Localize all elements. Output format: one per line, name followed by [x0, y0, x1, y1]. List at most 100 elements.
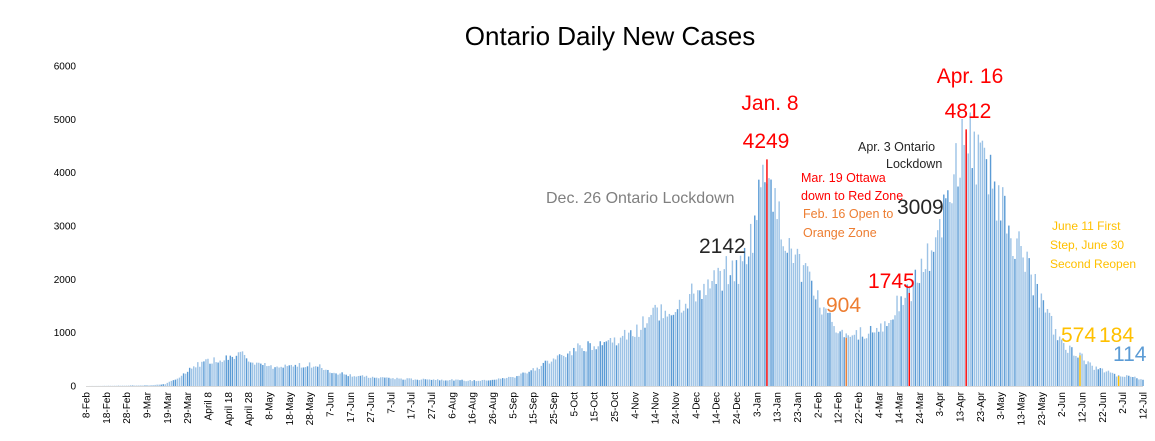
bar	[548, 363, 551, 386]
x-tick-label: 14-Dec	[712, 392, 723, 424]
bar	[890, 319, 892, 386]
x-tick-label: 16-Aug	[468, 392, 479, 424]
bar	[636, 324, 638, 386]
bar	[270, 365, 272, 386]
bar	[747, 256, 750, 386]
bar	[1012, 256, 1014, 386]
x-tick-label: April 28	[244, 392, 255, 426]
bar	[241, 351, 244, 386]
bar	[1138, 379, 1140, 386]
bar	[731, 260, 734, 386]
y-tick-label: 4000	[54, 168, 77, 179]
bar	[398, 378, 400, 386]
bar	[1095, 366, 1097, 386]
bar	[1124, 376, 1126, 386]
bar	[640, 329, 642, 386]
bar	[365, 375, 368, 386]
x-tick-label: 27-Jul	[427, 392, 438, 419]
bar	[1038, 307, 1041, 386]
bar	[1136, 378, 1138, 386]
x-axis: 8-Feb 18-Feb 28-Feb 9-Mar 19-Mar 29-Mar April …	[82, 391, 1150, 426]
bar	[508, 376, 510, 386]
bar	[148, 385, 150, 386]
bar	[784, 250, 786, 386]
bar	[859, 327, 862, 386]
bar	[410, 378, 412, 386]
bar	[1030, 274, 1032, 386]
bar	[898, 311, 900, 386]
x-tick-label: 8-Feb	[82, 392, 93, 419]
x-tick-label: 15-Sep	[529, 392, 540, 425]
bar	[764, 182, 766, 386]
bar	[201, 361, 203, 386]
bar	[386, 377, 388, 386]
bar	[936, 230, 939, 386]
bar	[380, 377, 382, 386]
bar	[1105, 371, 1108, 386]
bar	[504, 378, 506, 386]
bar	[424, 379, 427, 386]
bar	[601, 345, 604, 386]
bar	[560, 354, 563, 386]
bar	[684, 303, 687, 386]
bar	[798, 253, 801, 386]
x-tick-label: 9-Mar	[142, 391, 153, 418]
bar	[168, 381, 171, 386]
bar	[434, 380, 437, 386]
bar	[786, 252, 788, 386]
x-tick-label: 3-Jan	[752, 392, 763, 417]
annotation-904-value: 904	[826, 294, 861, 317]
bar	[1083, 360, 1085, 386]
bar	[371, 376, 374, 386]
bar	[719, 270, 721, 386]
bar	[914, 269, 917, 386]
bar	[156, 384, 158, 386]
bar	[455, 379, 457, 386]
bar	[686, 308, 689, 386]
bar	[382, 377, 384, 386]
bar	[861, 336, 864, 386]
bar	[1050, 315, 1053, 386]
bar	[487, 380, 490, 386]
bar	[947, 190, 949, 386]
bar	[321, 368, 323, 386]
x-tick-label: 15-Oct	[590, 392, 601, 422]
bar	[443, 380, 445, 386]
bar	[880, 323, 882, 386]
bar	[251, 362, 254, 386]
bar	[473, 380, 475, 386]
bar	[416, 379, 419, 386]
bar	[715, 283, 717, 386]
bar	[993, 181, 996, 386]
bar	[499, 378, 502, 386]
bar	[691, 283, 693, 386]
bar	[180, 375, 183, 386]
bar	[932, 251, 935, 386]
bar	[520, 373, 522, 386]
bar	[516, 376, 518, 386]
bar	[863, 338, 866, 386]
annotation-apr16-label: Apr. 16	[937, 65, 1004, 88]
bar	[481, 380, 484, 386]
bar	[302, 367, 305, 386]
bar	[666, 316, 669, 386]
bar	[632, 336, 634, 386]
bar	[1004, 195, 1006, 386]
bar	[991, 188, 994, 386]
bar	[229, 355, 232, 386]
x-tick-label: 25-Sep	[549, 392, 560, 425]
bar	[138, 385, 140, 386]
bar	[815, 299, 817, 386]
bar	[711, 281, 713, 386]
bar	[197, 362, 199, 386]
bar	[510, 376, 512, 386]
bar	[306, 366, 309, 386]
bar	[558, 354, 561, 386]
bar	[995, 220, 998, 386]
bar	[762, 164, 764, 386]
bar	[449, 380, 451, 386]
bar	[758, 179, 760, 386]
bar	[384, 377, 386, 386]
x-tick-label: 12-Jul	[1139, 392, 1150, 419]
